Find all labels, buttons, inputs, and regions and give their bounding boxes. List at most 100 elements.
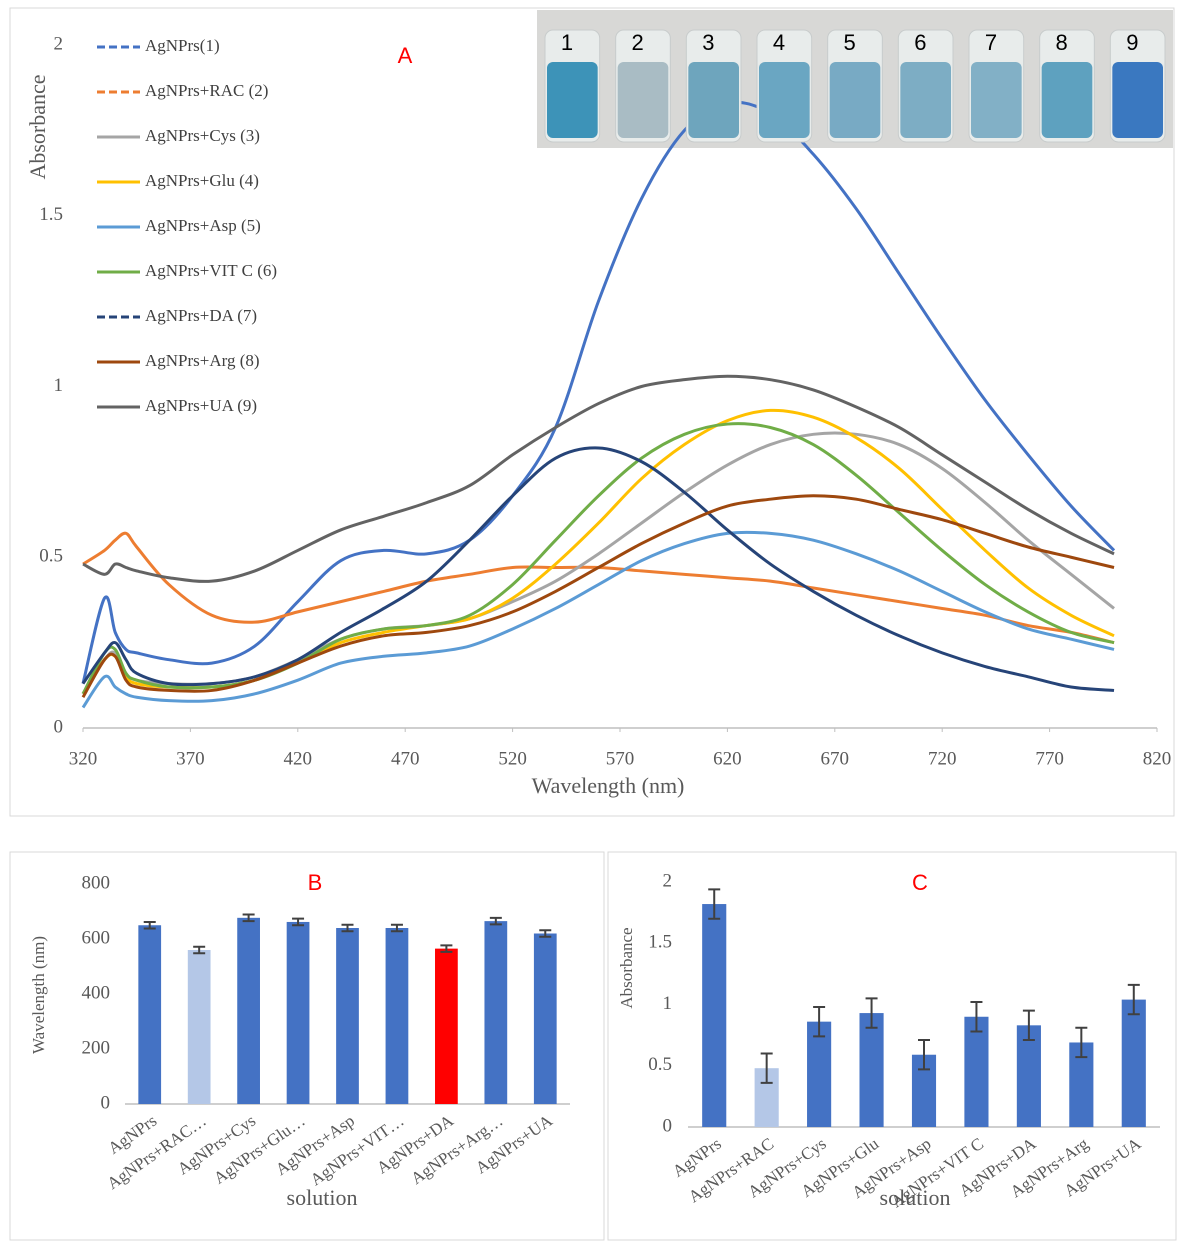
error-bar: [1127, 983, 1140, 1016]
legend-label: AgNPrs(1): [145, 36, 220, 55]
error-bar: [341, 923, 354, 933]
y-tick-label: 0: [54, 716, 64, 737]
vial-liquid: [1041, 62, 1093, 138]
error-bar: [813, 1005, 826, 1038]
x-tick-label: 320: [69, 748, 98, 769]
vial-liquid: [547, 62, 598, 138]
error-bar: [865, 997, 878, 1029]
vial-liquid: [759, 62, 810, 138]
bar: [385, 928, 409, 1104]
legend-label: AgNPrs+Arg (8): [145, 351, 260, 370]
error-bar: [1075, 1026, 1088, 1059]
legend-label: AgNPrs+VIT C (6): [145, 261, 277, 280]
x-tick-label: 720: [928, 748, 957, 769]
error-bar: [489, 916, 502, 926]
panel-c-frame: [607, 851, 1177, 1241]
vial-liquid: [971, 62, 1022, 138]
panel-a-frame: [9, 7, 1175, 817]
y-tick-label: 400: [82, 982, 111, 1003]
x-tick-label: 470: [391, 748, 420, 769]
legend-label: AgNPrs+RAC (2): [145, 81, 268, 100]
y-tick-label: 2: [663, 870, 673, 891]
error-bar: [292, 917, 305, 927]
vial-liquid: [1112, 62, 1163, 138]
bar: [702, 904, 727, 1127]
error-bar: [242, 913, 255, 923]
legend-label: AgNPrs+DA (7): [145, 306, 257, 325]
bar: [533, 933, 557, 1104]
series-line: [81, 422, 1115, 695]
legend-label: AgNPrs+Asp (5): [145, 216, 261, 235]
series-line: [82, 531, 1115, 645]
y-axis-title: Wavelength (nm): [29, 936, 48, 1054]
panel-label: C: [912, 870, 928, 895]
bar: [1121, 999, 1146, 1127]
y-tick-label: 800: [82, 872, 111, 893]
x-tick-label: 770: [1035, 748, 1064, 769]
vial-liquid: [617, 62, 669, 138]
vial-liquid: [900, 62, 951, 138]
bar: [484, 921, 508, 1104]
vial-liquid: [688, 62, 739, 138]
bar: [237, 917, 260, 1104]
vial-number: 7: [985, 30, 997, 55]
x-tick-label: 620: [713, 748, 742, 769]
legend-label: AgNPrs+UA (9): [145, 396, 257, 415]
error-bar: [193, 945, 206, 955]
error-bar: [918, 1039, 930, 1071]
y-tick-label: 200: [82, 1037, 111, 1058]
y-axis-title: Absorbance: [617, 927, 636, 1008]
vial-number: 8: [1056, 30, 1068, 55]
vial-number: 9: [1126, 30, 1138, 55]
y-tick-label: 0.5: [39, 546, 63, 567]
x-axis-title: solution: [880, 1185, 951, 1210]
x-tick-label: 420: [284, 748, 313, 769]
vial-number: 5: [844, 30, 856, 55]
error-bar: [708, 888, 721, 920]
series-line: [81, 408, 1115, 695]
y-tick-label: 0: [101, 1092, 111, 1113]
y-axis-title: Absorbance: [25, 74, 50, 179]
y-tick-label: 1: [54, 375, 64, 396]
series-line: [81, 494, 1115, 699]
panel-label: B: [308, 870, 323, 895]
bar: [807, 1021, 832, 1127]
vial-number: 6: [914, 30, 926, 55]
y-tick-label: 2: [54, 33, 64, 54]
y-tick-label: 0.5: [648, 1054, 672, 1075]
error-bar: [970, 1001, 983, 1033]
vial-number: 4: [773, 30, 785, 55]
vial-liquid: [829, 62, 881, 138]
error-bar: [143, 920, 156, 930]
error-bar: [760, 1052, 773, 1084]
vial-number: 3: [702, 30, 714, 55]
y-tick-label: 0: [663, 1115, 673, 1136]
legend-label: AgNPrs+Cys (3): [145, 126, 260, 145]
y-tick-label: 1.5: [39, 204, 63, 225]
legend-label: AgNPrs+Glu (4): [145, 171, 259, 190]
x-axis-title: solution: [287, 1185, 358, 1210]
x-tick-label: 670: [821, 748, 850, 769]
x-tick-label: 570: [606, 748, 635, 769]
panel-label: A: [398, 43, 413, 68]
series-line: [81, 446, 1115, 692]
x-axis-title: Wavelength (nm): [532, 773, 685, 798]
x-tick-label: 520: [498, 748, 527, 769]
y-tick-label: 600: [82, 927, 111, 948]
y-tick-label: 1.5: [648, 932, 672, 953]
error-bar: [1022, 1009, 1035, 1042]
bar: [859, 1013, 884, 1127]
series-line: [82, 374, 1115, 583]
error-bar: [539, 929, 552, 938]
vial-number: 2: [632, 30, 644, 55]
y-tick-label: 1: [663, 993, 673, 1014]
bar: [1016, 1025, 1041, 1127]
bar: [435, 948, 458, 1104]
series-line: [81, 530, 1115, 709]
bar: [286, 921, 310, 1104]
error-bar: [440, 944, 453, 953]
bar: [336, 928, 359, 1104]
error-bar: [390, 923, 403, 933]
